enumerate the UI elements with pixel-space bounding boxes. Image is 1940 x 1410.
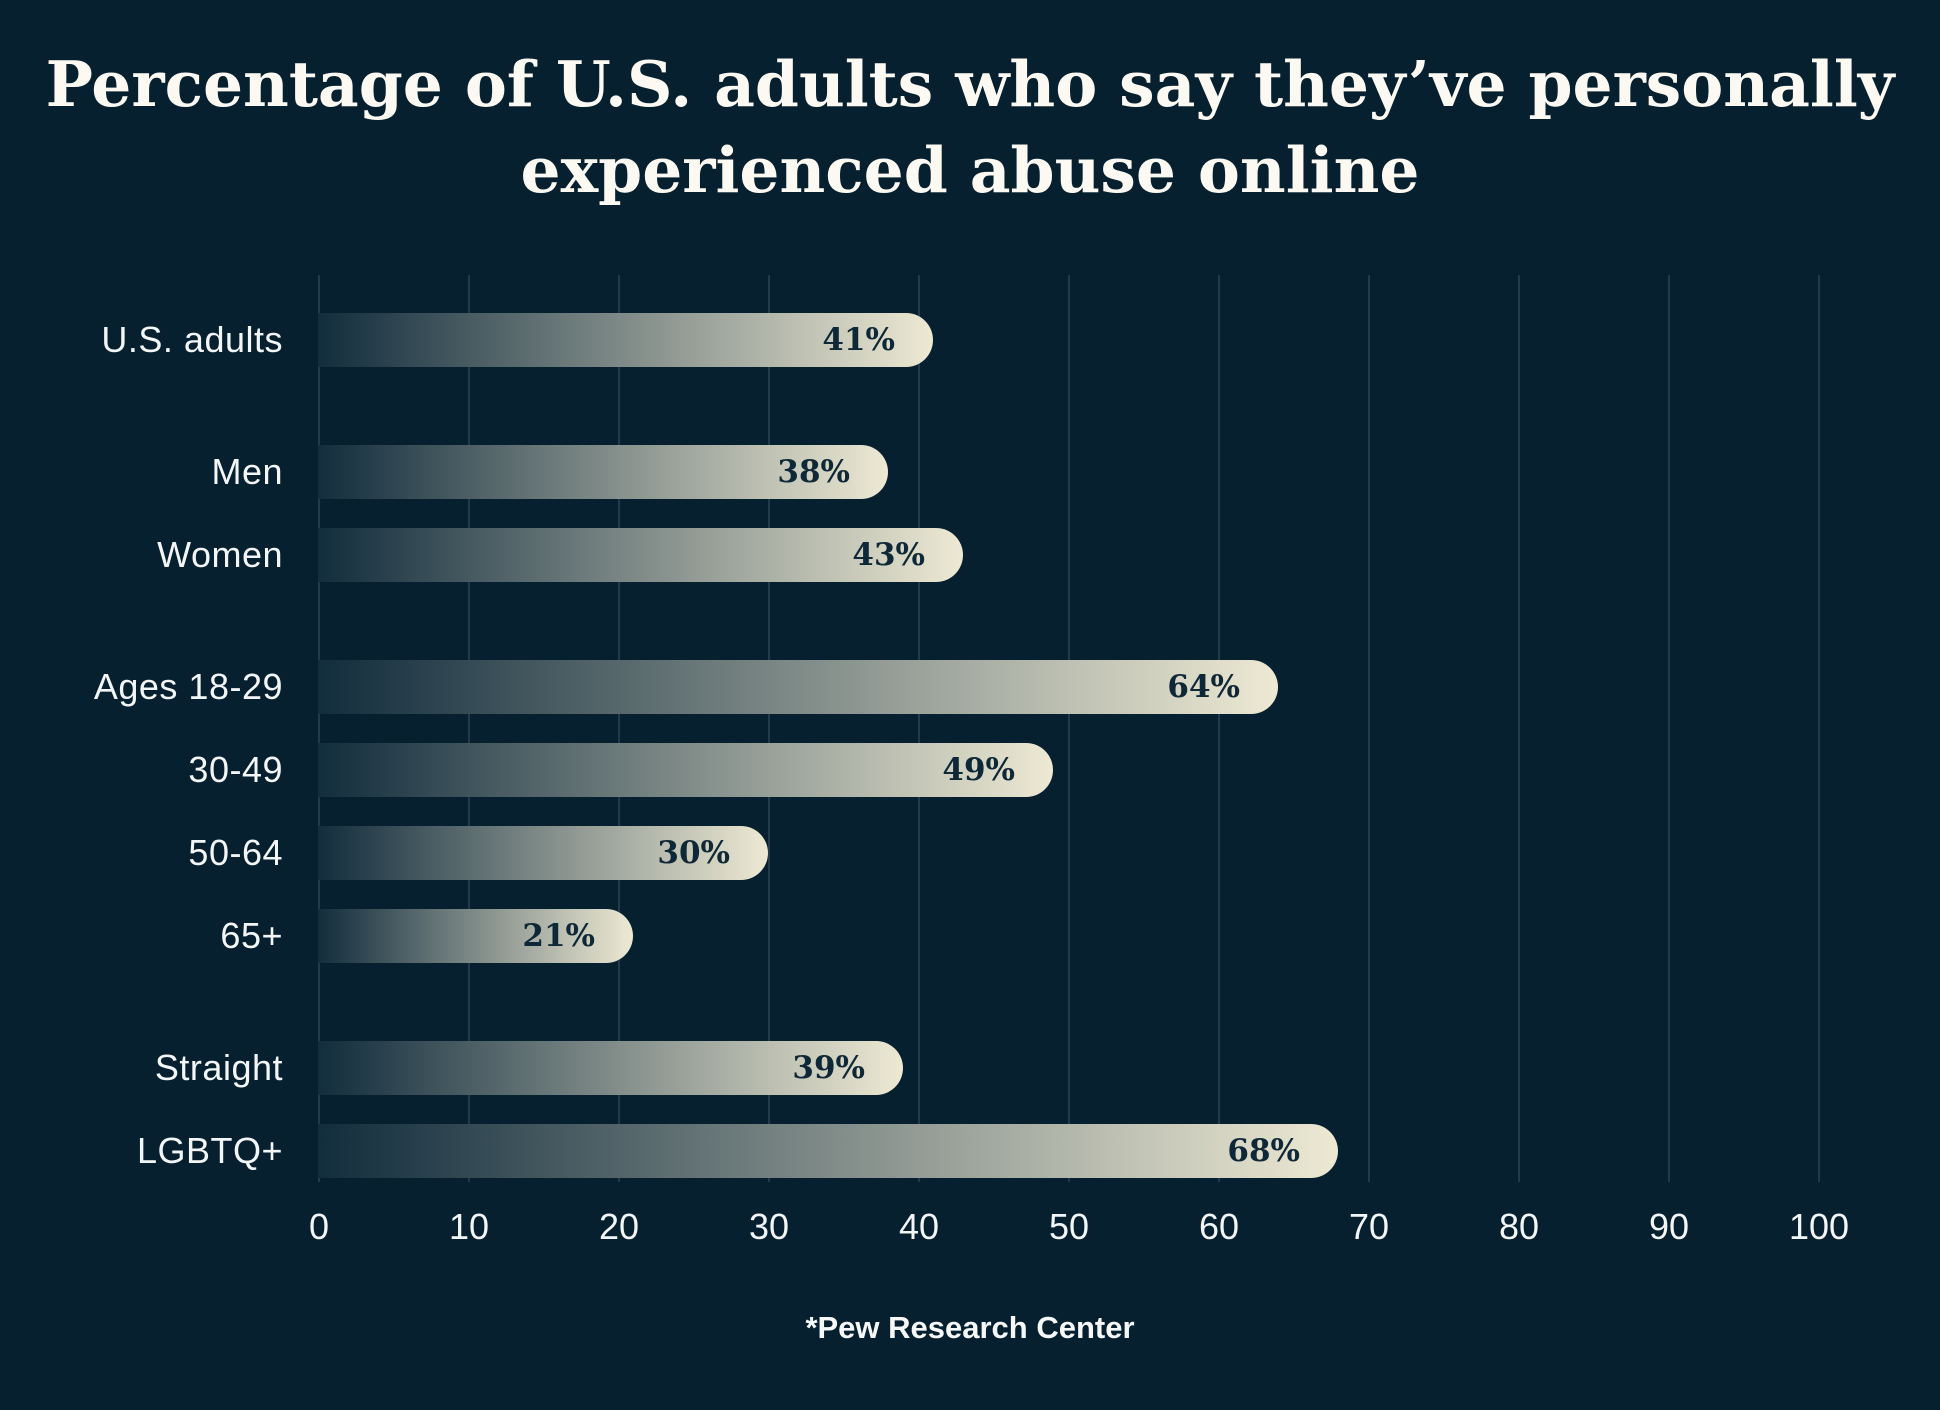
axis-tick-label: 80 [1498,1206,1540,1247]
bar: 49% [318,743,1053,797]
bar-value-label: 43% [852,537,925,573]
category-label: U.S. adults [101,319,283,360]
axis-tick-label: 10 [448,1206,490,1247]
grid-line [768,275,770,1182]
bar-row: LGBTQ+ 68% [137,1124,1818,1178]
category-label: Straight [154,1047,283,1088]
grid-line [918,275,920,1182]
bar: 38% [318,445,888,499]
bar: 43% [318,528,963,582]
source-attribution: *Pew Research Center [805,1310,1135,1345]
bar-value-label: 21% [522,918,595,954]
bar-value-label: 68% [1227,1133,1300,1169]
chart-title-line1: Percentage of U.S. adults who say they’v… [45,47,1895,121]
bar: 64% [318,660,1278,714]
bar-value-label: 64% [1167,669,1240,705]
bar: 21% [318,909,633,963]
grid-line [1218,275,1220,1182]
axis-tick-label: 0 [308,1206,330,1247]
bar-row: Ages 18-29 64% [94,660,1818,714]
bar-row: Straight 39% [155,1041,1818,1095]
bar-row: Women 43% [157,528,1818,582]
bar-row: 50-64 30% [188,826,1818,880]
category-label: LGBTQ+ [136,1130,283,1171]
axis-tick-label: 60 [1198,1206,1240,1247]
chart-title-line2: experienced abuse online [520,132,1420,207]
grid-line [1068,275,1070,1182]
axis-tick-label: 90 [1648,1206,1690,1247]
category-label: 50-64 [188,832,283,873]
grid-line [1818,275,1820,1182]
gridlines [318,275,1820,1182]
grid-line [1518,275,1520,1182]
axis-tick-label: 40 [898,1206,940,1247]
bar-row: 30-49 49% [188,743,1818,797]
category-label: Men [211,451,283,492]
bar-value-label: 38% [777,454,850,490]
axis-tick-label: 20 [598,1206,640,1247]
category-label: 65+ [220,915,283,956]
axis-tick-label: 50 [1048,1206,1090,1247]
bar-value-label: 41% [822,322,895,358]
grid-line [318,275,320,1182]
bar: 41% [318,313,933,367]
bar-value-label: 39% [792,1050,865,1086]
bar: 30% [318,826,768,880]
bar-row: 65+ 21% [220,909,1818,963]
grid-line [618,275,620,1182]
x-axis: 0 10 20 30 40 50 60 70 80 90 100 [309,1206,1849,1250]
category-label: Women [157,534,283,575]
bar: 39% [318,1041,903,1095]
axis-tick-label: 30 [748,1206,790,1247]
bar-value-label: 30% [657,835,730,871]
bar-row: Men 38% [211,445,1818,499]
grid-line [468,275,470,1182]
bar: 68% [318,1124,1338,1178]
category-label: Ages 18-29 [93,666,283,707]
bar-rows: U.S. adults 41% Men 38% Women 43% Ages 18-29 64… [94,313,1818,1178]
axis-tick-label: 70 [1348,1206,1390,1247]
bar-row: U.S. adults 41% [101,313,1818,367]
bar-value-label: 49% [942,752,1015,788]
axis-tick-label: 100 [1788,1206,1850,1247]
chart-title: Percentage of U.S. adults who say they’v… [0,42,1940,213]
grid-line [1368,275,1370,1182]
category-label: 30-49 [188,749,283,790]
grid-line [1668,275,1670,1182]
